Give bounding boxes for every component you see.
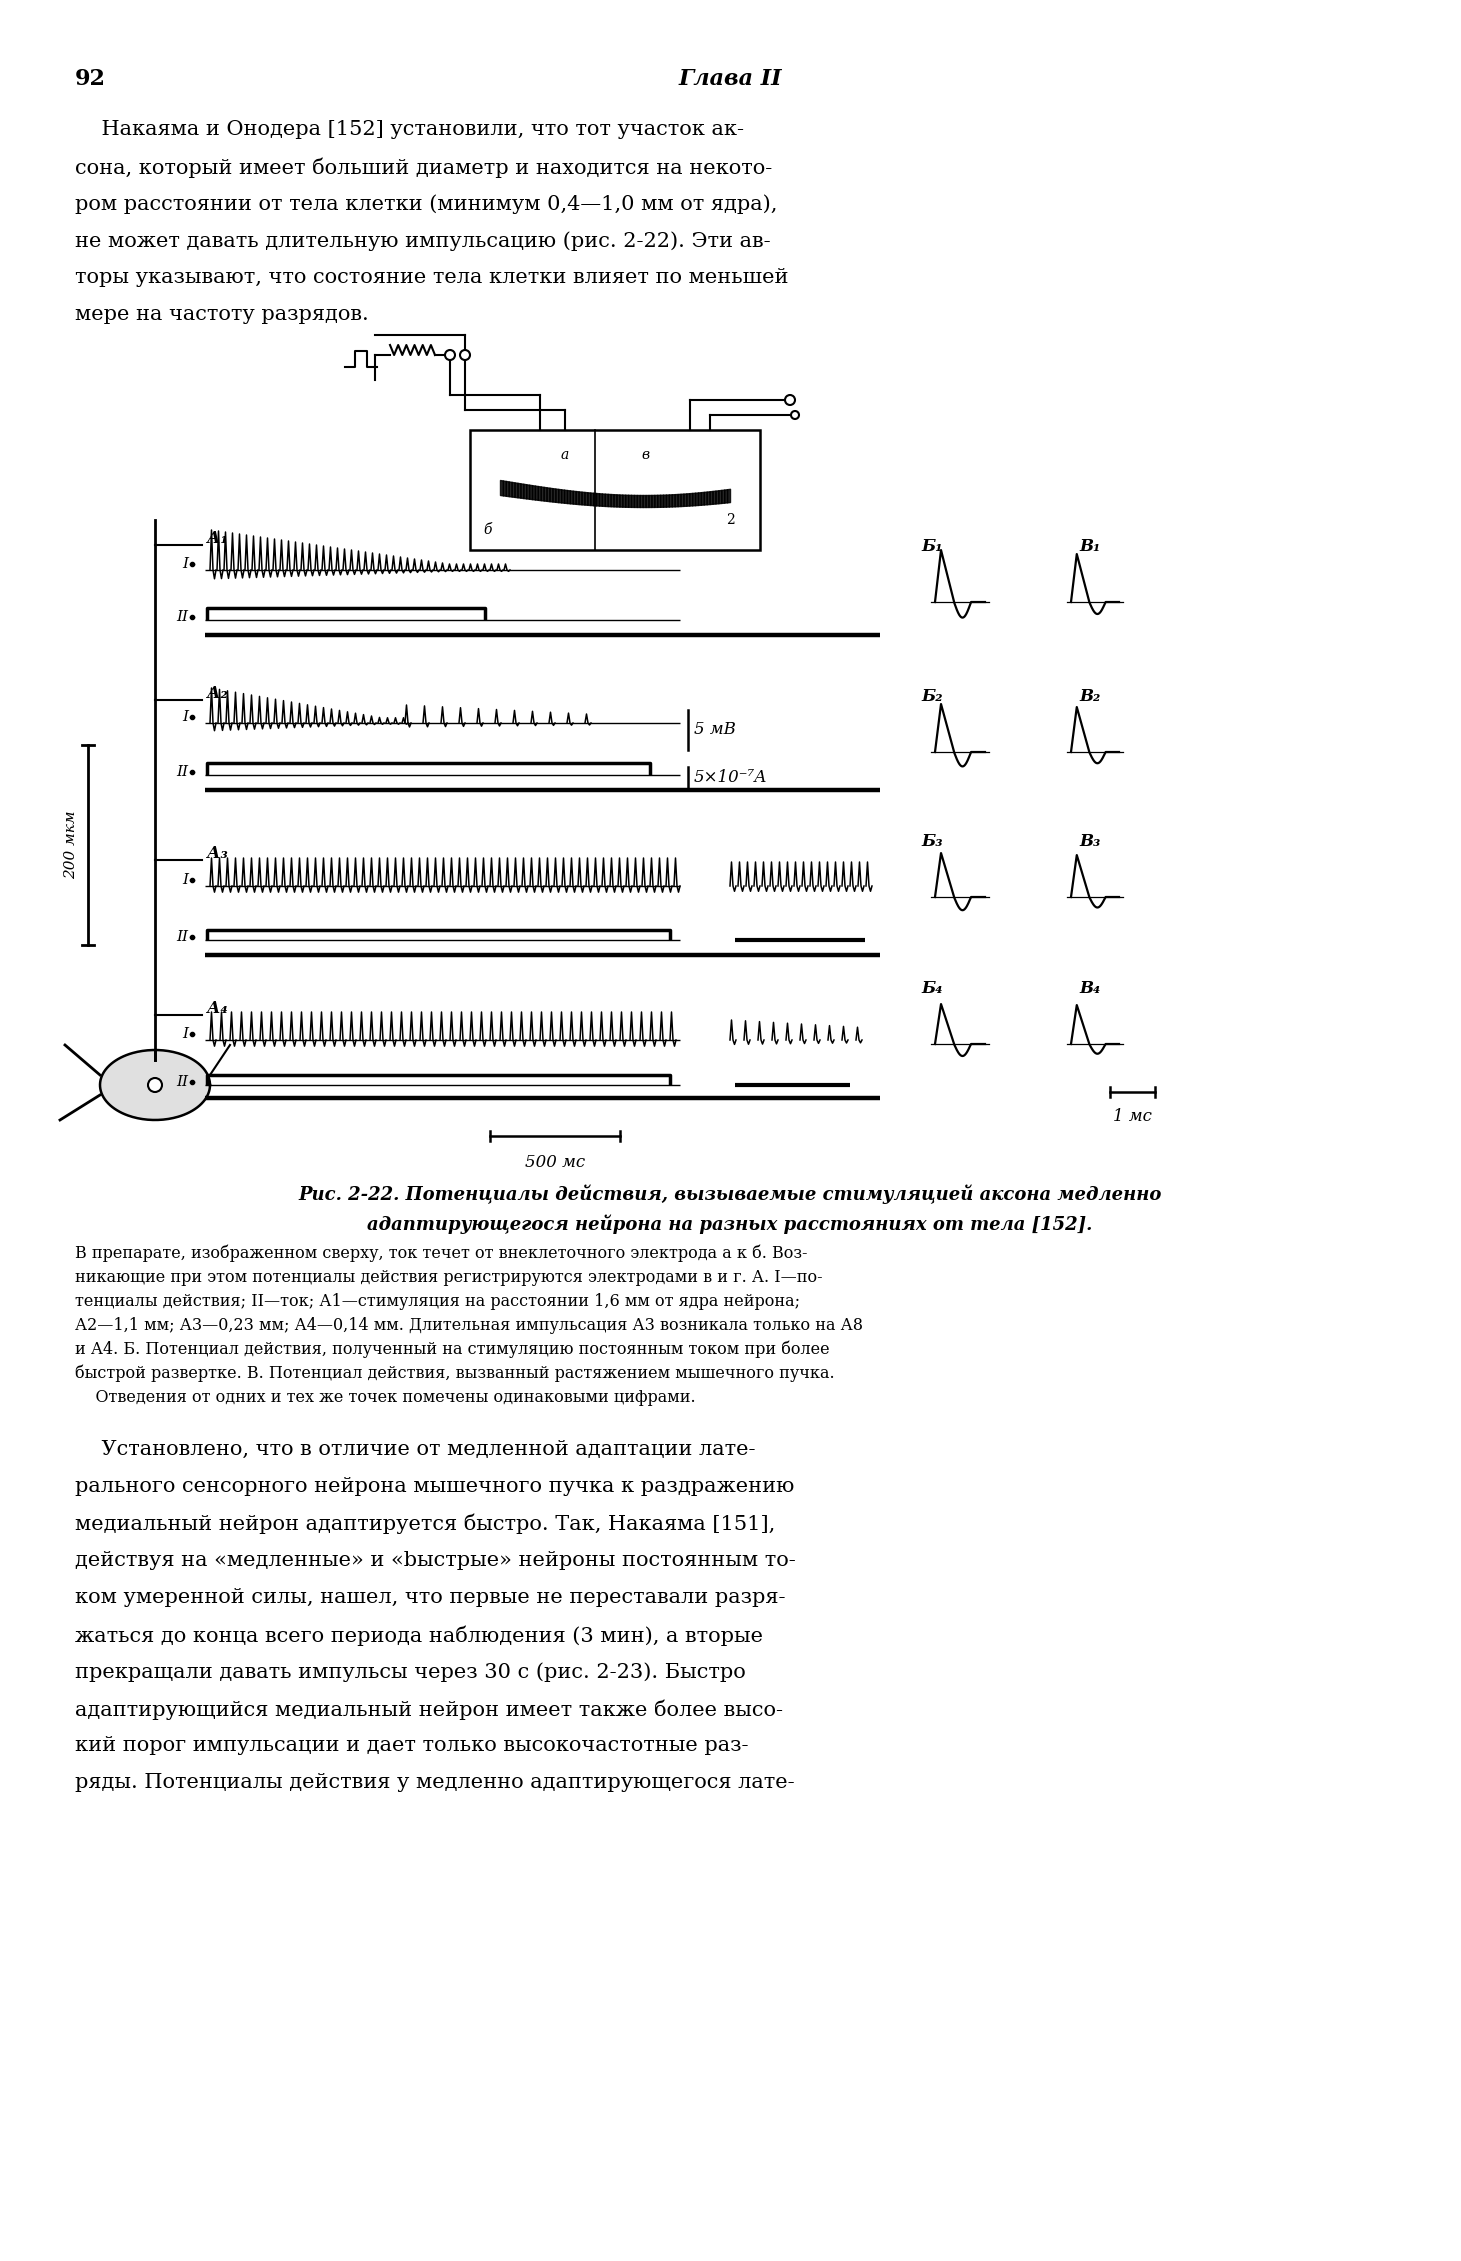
- Text: В₃: В₃: [1080, 832, 1100, 850]
- Text: II: II: [175, 929, 188, 945]
- Text: 5 мВ: 5 мВ: [694, 721, 736, 739]
- Text: адаптирующегося нейрона на разных расстояниях от тела [152].: адаптирующегося нейрона на разных рассто…: [367, 1214, 1093, 1235]
- Text: Б₄: Б₄: [922, 979, 942, 997]
- Text: А2—1,1 мм; А3—0,23 мм; А4—0,14 мм. Длительная импульсация А3 возникала только на: А2—1,1 мм; А3—0,23 мм; А4—0,14 мм. Длите…: [75, 1316, 863, 1334]
- Text: рального сенсорного нейрона мышечного пучка к раздражению: рального сенсорного нейрона мышечного пу…: [75, 1476, 795, 1497]
- Text: I: I: [183, 710, 188, 724]
- Text: 1 мс: 1 мс: [1113, 1108, 1151, 1126]
- Text: действуя на «медленные» и «bыстрые» нейроны постоянным то-: действуя на «медленные» и «bыстрые» нейр…: [75, 1551, 796, 1569]
- Circle shape: [785, 396, 795, 405]
- Text: 200 мкм: 200 мкм: [64, 812, 77, 880]
- Text: Б₁: Б₁: [922, 538, 942, 554]
- Text: I: I: [183, 873, 188, 886]
- Text: торы указывают, что состояние тела клетки влияет по меньшей: торы указывают, что состояние тела клетк…: [75, 269, 789, 287]
- Text: жаться до конца всего периода наблюдения (3 мин), а вторые: жаться до конца всего периода наблюдения…: [75, 1626, 763, 1646]
- Text: А₄: А₄: [207, 999, 228, 1017]
- Circle shape: [460, 350, 470, 359]
- Text: ром расстоянии от тела клетки (минимум 0,4—1,0 мм от ядра),: ром расстоянии от тела клетки (минимум 0…: [75, 194, 777, 215]
- Text: 500 мс: 500 мс: [524, 1153, 584, 1171]
- Bar: [470, 430, 760, 549]
- Text: Рис. 2-22. Потенциалы действия, вызываемые стимуляцией аксона медленно: Рис. 2-22. Потенциалы действия, вызываем…: [298, 1185, 1161, 1205]
- Circle shape: [446, 350, 454, 359]
- Text: II: II: [175, 610, 188, 624]
- Text: II: II: [175, 764, 188, 780]
- Text: никающие при этом потенциалы действия регистрируются электродами в и г. А. I—по-: никающие при этом потенциалы действия ре…: [75, 1268, 823, 1287]
- Text: не может давать длительную импульсацию (рис. 2-22). Эти ав-: не может давать длительную импульсацию (…: [75, 231, 770, 251]
- Text: адаптирующийся медиальный нейрон имеет также более высо-: адаптирующийся медиальный нейрон имеет т…: [75, 1698, 783, 1721]
- Text: I: I: [183, 1026, 188, 1040]
- Text: Глава II: Глава II: [678, 68, 782, 90]
- Text: Б₂: Б₂: [922, 687, 942, 705]
- Text: а: а: [561, 448, 570, 461]
- Text: Установлено, что в отличие от медленной адаптации лате-: Установлено, что в отличие от медленной …: [75, 1440, 755, 1458]
- Text: I: I: [183, 556, 188, 572]
- Text: II: II: [175, 1074, 188, 1090]
- Text: медиальный нейрон адаптируется быстро. Так, Накаяма [151],: медиальный нейрон адаптируется быстро. Т…: [75, 1515, 776, 1535]
- Text: в: в: [641, 448, 649, 461]
- Text: ряды. Потенциалы действия у медленно адаптирующегося лате-: ряды. Потенциалы действия у медленно ада…: [75, 1773, 795, 1793]
- Text: и А4. Б. Потенциал действия, полученный на стимуляцию постоянным током при более: и А4. Б. Потенциал действия, полученный …: [75, 1341, 830, 1359]
- Text: 5×10⁻⁷А: 5×10⁻⁷А: [694, 769, 767, 787]
- Text: мере на частоту разрядов.: мере на частоту разрядов.: [75, 305, 368, 323]
- Text: кий порог импульсации и дает только высокочастотные раз-: кий порог импульсации и дает только высо…: [75, 1736, 748, 1755]
- Text: тенциалы действия; II—ток; А1—стимуляция на расстоянии 1,6 мм от ядра нейрона;: тенциалы действия; II—ток; А1—стимуляция…: [75, 1293, 801, 1309]
- Circle shape: [148, 1078, 162, 1092]
- Text: прекращали давать импульсы через 30 с (рис. 2-23). Быстро: прекращали давать импульсы через 30 с (р…: [75, 1662, 745, 1682]
- Text: Б₃: Б₃: [922, 832, 942, 850]
- Circle shape: [790, 412, 799, 418]
- Text: В₄: В₄: [1080, 979, 1100, 997]
- Text: А₂: А₂: [207, 685, 228, 701]
- Text: А₁: А₁: [207, 529, 228, 547]
- Polygon shape: [99, 1049, 210, 1119]
- Text: В₁: В₁: [1080, 538, 1100, 554]
- Text: А₃: А₃: [207, 846, 228, 861]
- Text: В₂: В₂: [1080, 687, 1100, 705]
- Text: 2: 2: [726, 513, 735, 527]
- Text: ком умеренной силы, нашел, что первые не переставали разря-: ком умеренной силы, нашел, что первые не…: [75, 1587, 786, 1608]
- Text: 92: 92: [75, 68, 107, 90]
- Text: Отведения от одних и тех же точек помечены одинаковыми цифрами.: Отведения от одних и тех же точек помече…: [75, 1388, 695, 1406]
- Text: б: б: [484, 522, 492, 538]
- Text: Накаяма и Онодера [152] установили, что тот участок ак-: Накаяма и Онодера [152] установили, что …: [75, 120, 744, 138]
- Text: сона, который имеет больший диаметр и находится на некото-: сона, который имеет больший диаметр и на…: [75, 156, 773, 179]
- Text: В препарате, изображенном сверху, ток течет от внеклеточного электрода а к б. Во: В препарате, изображенном сверху, ток те…: [75, 1246, 808, 1262]
- Text: быстрой развертке. В. Потенциал действия, вызванный растяжением мышечного пучка.: быстрой развертке. В. Потенциал действия…: [75, 1366, 834, 1381]
